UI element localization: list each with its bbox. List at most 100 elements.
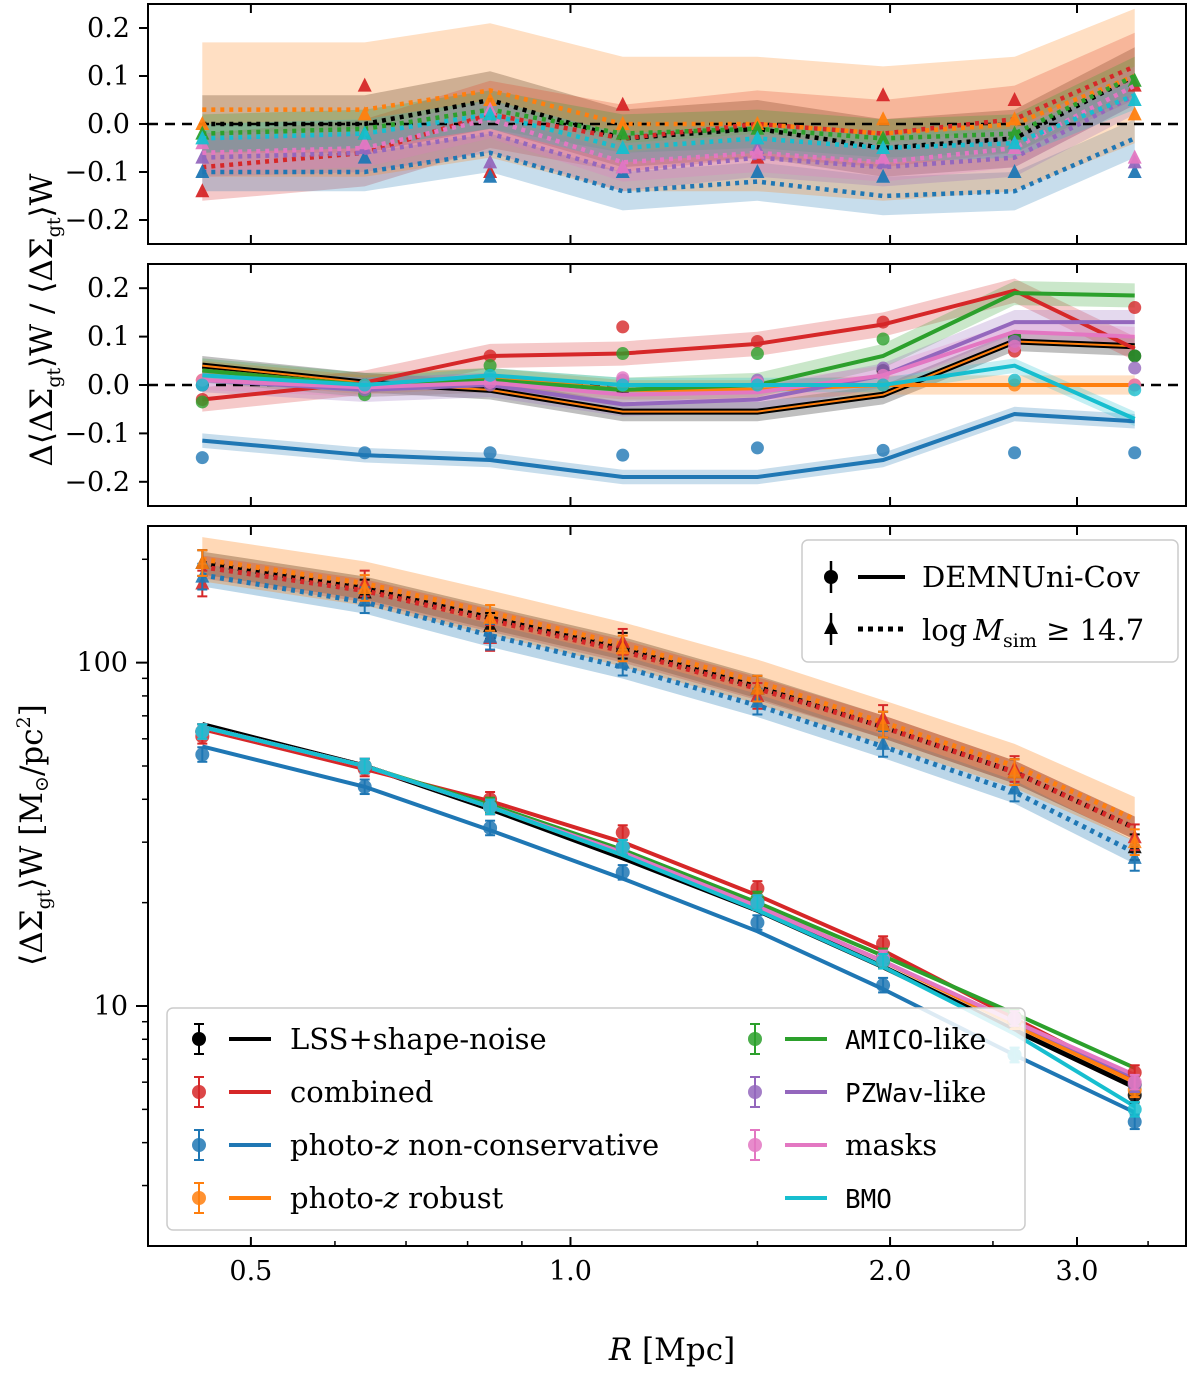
series-line-bmo (202, 93, 1136, 151)
marker-photo-z-non-conservative (195, 451, 209, 465)
marker-cov-photo-z-non-conservative (357, 779, 372, 794)
y-tick-label: −0.2 (64, 205, 130, 236)
marker-massive-photo-z-robust (1127, 834, 1142, 849)
legend-label-photoz-nonconservative: photo-z non-conservative (290, 1128, 659, 1162)
marker-amico-like (483, 359, 497, 373)
marker-bmo (195, 130, 210, 145)
marker-photo-z-non-conservative (1007, 164, 1022, 178)
marker-cov-bmo (195, 724, 210, 739)
legend-handle-photo-z-robust (192, 1182, 271, 1214)
marker-photo-z-non-conservative (1128, 446, 1142, 460)
band-photo-z-robust (202, 8, 1135, 201)
marker-combined (876, 315, 890, 329)
marker-photo-z-non-conservative (357, 149, 372, 164)
series-line-pzwav-like (202, 93, 1136, 175)
marker-cov-masks (1127, 1075, 1142, 1090)
marker-amico-like (1007, 125, 1022, 140)
marker-photo-z-non-conservative (483, 168, 498, 183)
series-line-combined (202, 288, 1136, 402)
marker-masks (357, 135, 372, 150)
marker-masks (876, 368, 890, 382)
band-bmo (202, 80, 1135, 163)
legend-label-lss: LSS+shape-noise (290, 1022, 547, 1056)
y-tick-label: −0.1 (64, 418, 130, 449)
marker-amico-like (750, 120, 765, 135)
marker-cov-bmo (483, 799, 498, 814)
marker-cov-photo-z-non-conservative (750, 915, 765, 930)
legend-handle-masks (748, 1129, 827, 1161)
series-line-bmo (202, 363, 1136, 421)
marker-masks (1127, 149, 1142, 164)
marker-photo-z-non-conservative (876, 443, 890, 457)
marker-massive-photo-z-robust (483, 609, 498, 624)
band-massive-lss-shape-noise (202, 551, 1135, 840)
marker-cov-bmo (876, 954, 891, 969)
marker-bmo (483, 106, 498, 121)
marker-combined (615, 96, 630, 111)
marker-bmo (616, 378, 630, 392)
band-massive-combined (202, 555, 1135, 840)
legend-label-photoz-robust: photo-z robust (290, 1181, 504, 1215)
marker-masks (1008, 339, 1022, 353)
marker-combined (195, 183, 210, 198)
marker-bmo (750, 378, 764, 392)
panel-top-ratio: 0.2 0.1 0.0 −0.1 −0.2 (64, 3, 1187, 245)
band-amico-like (202, 280, 1135, 402)
marker-photo-z-non-conservative (876, 168, 891, 183)
xlabel: R [Mpc] (608, 1332, 735, 1368)
legend-handle-lss-shape-noise (192, 1023, 271, 1055)
series-line-pzwav-like (202, 320, 1135, 407)
marker-massive-photo-z-robust (357, 579, 372, 594)
marker-massive-photo-z-robust (1007, 764, 1022, 779)
marker-cov-photo-z-non-conservative (195, 747, 210, 762)
marker-pzwav-like (483, 154, 498, 169)
band-massive-photo-z-non-conservative (202, 563, 1135, 864)
marker-massive-photo-z-non-conservative (1007, 780, 1022, 795)
marker-cov-bmo (750, 895, 765, 910)
legend-label-combined: combined (290, 1075, 433, 1109)
ylabel-ratio: Δ⟨ΔΣgt⟩W / ⟨ΔΣgt⟩W (24, 173, 65, 466)
marker-massive-photo-z-non-conservative (876, 735, 891, 750)
marker-photo-z-non-conservative (195, 164, 210, 178)
marker-bmo (358, 378, 372, 392)
series-line-amico-like (202, 73, 1136, 141)
series-line-photo-z-robust (202, 73, 1136, 136)
marker-bmo (615, 140, 630, 154)
marker-bmo (483, 368, 497, 382)
panel-middle-difference: 0.2 0.1 0.0 −0.1 −0.2 (64, 263, 1187, 507)
legend-sample-label-2: log Msim ≥ 14.7 (922, 613, 1144, 652)
series-line-lss-shape-noise (202, 74, 1136, 151)
y-tick-label: −0.1 (64, 157, 130, 188)
legend-label-amico: AMICO-like (845, 1022, 986, 1056)
marker-cov-photo-z-non-conservative (615, 865, 630, 880)
marker-massive-photo-z-non-conservative (1127, 849, 1142, 864)
marker-bmo (195, 378, 209, 392)
marker-bmo (876, 378, 890, 392)
band-pzwav-like (202, 76, 1135, 192)
band-massive-photo-z-robust (202, 537, 1135, 842)
y-tick-label: 0.0 (87, 370, 130, 401)
x-tick-label: 3.0 (1056, 1256, 1099, 1287)
y-tick-label: 0.2 (87, 273, 130, 304)
marker-photo-z-non-conservative (616, 448, 630, 462)
marker-cov-photo-z-non-conservative (1127, 1114, 1142, 1129)
legend-handle-combined (192, 1076, 271, 1108)
y-tick-label: 0.2 (87, 13, 130, 44)
marker-pzwav-like (1128, 361, 1142, 375)
marker-bmo (876, 140, 891, 154)
legend-sample-massive: log Msim ≥ 14.7 (824, 613, 1144, 652)
marker-combined (483, 349, 497, 363)
marker-combined (876, 87, 891, 102)
series-line-masks (202, 83, 1136, 165)
x-tick-label: 1.0 (549, 1256, 592, 1287)
panel-bot-frame (147, 525, 1187, 1247)
marker-combined (616, 320, 630, 334)
marker-cov-bmo (1127, 1102, 1142, 1117)
marker-cov-bmo (615, 840, 630, 855)
marker-massive-photo-z-robust (750, 680, 765, 695)
marker-combined (1128, 301, 1142, 315)
y-tick-label: 0.1 (87, 322, 130, 353)
marker-combined (1007, 92, 1022, 106)
marker-masks (615, 159, 630, 174)
